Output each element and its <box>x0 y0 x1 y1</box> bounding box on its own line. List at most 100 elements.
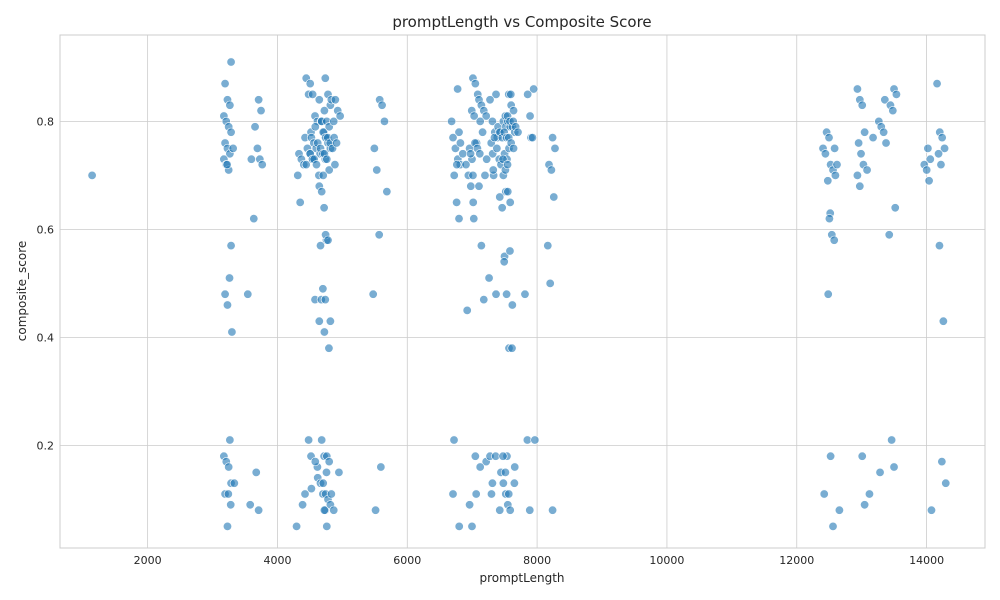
data-point <box>257 160 267 170</box>
data-point <box>482 154 492 164</box>
data-point <box>507 343 517 353</box>
data-point <box>369 143 379 153</box>
data-point <box>454 214 464 224</box>
x-tick-label: 2000 <box>134 554 162 567</box>
data-point <box>318 284 328 294</box>
data-point <box>936 160 946 170</box>
data-point <box>890 203 900 213</box>
data-point <box>377 100 387 110</box>
data-point <box>487 116 497 126</box>
data-point <box>881 138 891 148</box>
data-point <box>315 241 325 251</box>
data-point <box>322 521 332 531</box>
data-point <box>857 100 867 110</box>
data-point <box>856 149 866 159</box>
plot-frame <box>59 34 986 549</box>
data-point <box>223 489 233 499</box>
data-point <box>449 435 459 445</box>
data-point <box>830 170 840 180</box>
data-point <box>312 160 322 170</box>
data-point <box>819 489 829 499</box>
data-point <box>229 478 239 488</box>
data-point <box>371 505 381 515</box>
data-point <box>834 505 844 515</box>
data-point <box>852 170 862 180</box>
data-point <box>466 149 476 159</box>
data-point <box>922 165 932 175</box>
data-point <box>513 127 523 137</box>
data-point <box>246 154 256 164</box>
data-point <box>855 181 865 191</box>
data-point <box>495 505 505 515</box>
data-point <box>453 84 463 94</box>
data-point <box>934 149 944 159</box>
x-tick-label: 10000 <box>649 554 684 567</box>
data-point <box>926 505 936 515</box>
data-point <box>938 316 948 326</box>
data-point <box>330 160 340 170</box>
data-point <box>937 457 947 467</box>
data-point <box>452 160 462 170</box>
data-point <box>323 235 333 245</box>
data-point <box>382 187 392 197</box>
data-point <box>507 300 517 310</box>
data-point <box>334 467 344 477</box>
data-point <box>474 181 484 191</box>
data-point <box>487 478 497 488</box>
data-point <box>251 467 261 477</box>
data-point <box>254 95 264 105</box>
data-point <box>880 95 890 105</box>
y-tick-label: 0.4 <box>37 331 55 344</box>
y-axis-label: composite_score <box>15 241 29 342</box>
y-tick-label: 0.2 <box>37 439 55 452</box>
data-point <box>317 435 327 445</box>
data-point <box>478 127 488 137</box>
chart-title: promptLength vs Composite Score <box>392 13 651 31</box>
data-point <box>860 127 870 137</box>
data-point <box>87 170 97 180</box>
data-point <box>550 143 560 153</box>
data-point <box>469 214 479 224</box>
data-point <box>491 89 501 99</box>
data-point <box>829 235 839 245</box>
data-point <box>293 170 303 180</box>
x-axis-label: promptLength <box>479 571 564 585</box>
data-point <box>826 451 836 461</box>
data-point <box>458 149 468 159</box>
data-point <box>823 289 833 299</box>
data-point <box>509 478 519 488</box>
x-tick-label: 6000 <box>393 554 421 567</box>
data-point <box>548 133 558 143</box>
data-point <box>319 203 329 213</box>
data-point <box>879 127 889 137</box>
data-point <box>854 138 864 148</box>
data-point <box>304 435 314 445</box>
data-point <box>324 343 334 353</box>
data-point <box>468 170 478 180</box>
data-point <box>314 316 324 326</box>
data-point <box>454 521 464 531</box>
data-point <box>318 478 328 488</box>
data-point <box>868 133 878 143</box>
data-point <box>852 84 862 94</box>
data-point <box>314 95 324 105</box>
x-tick-label: 8000 <box>523 554 551 567</box>
data-point <box>924 176 934 186</box>
data-point <box>509 143 519 153</box>
data-point <box>330 95 340 105</box>
data-point <box>491 289 501 299</box>
data-point <box>306 484 316 494</box>
data-point <box>506 89 516 99</box>
data-point <box>545 278 555 288</box>
data-point <box>505 197 515 207</box>
data-point <box>292 521 302 531</box>
data-point <box>454 127 464 137</box>
data-point <box>888 106 898 116</box>
data-point <box>527 133 537 143</box>
data-point <box>828 521 838 531</box>
data-point <box>505 246 515 256</box>
data-point <box>245 500 255 510</box>
data-point <box>492 143 502 153</box>
data-point <box>500 467 510 477</box>
